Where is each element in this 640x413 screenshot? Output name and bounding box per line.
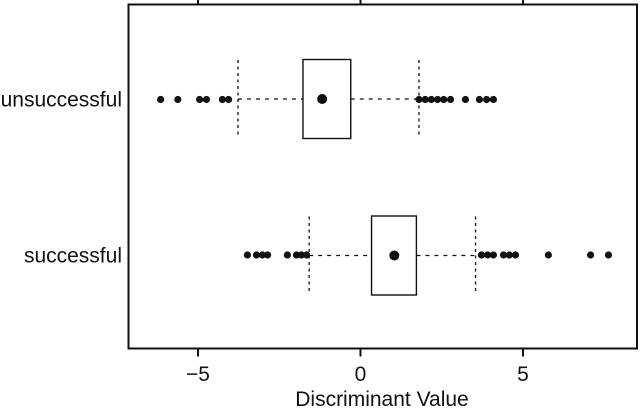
x-axis-bottom-ticks [197,348,524,357]
outlier-dot-successful [283,251,291,259]
outlier-dot-unsuccessful [196,95,204,104]
outlier-dot-unsuccessful [421,95,429,104]
outlier-dot-unsuccessful [461,95,470,104]
outlier-dot-unsuccessful [475,95,484,104]
outlier-dot-successful [587,251,595,259]
outlier-dot-successful [511,251,520,259]
outlier-dot-successful [489,251,498,259]
outlier-dot-successful [505,251,513,259]
outlier-dot-unsuccessful [174,95,182,104]
outlier-dot-unsuccessful [224,95,233,104]
outlier-dot-unsuccessful [433,95,442,104]
plot-border [127,3,638,350]
outlier-dot-successful [477,251,485,259]
x-tick-label-0: 0 [355,363,367,386]
outlier-dot-successful [604,251,613,259]
outlier-dot-successful [297,251,305,259]
outlier-dot-successful [243,251,251,259]
outlier-dot-unsuccessful [415,95,423,104]
outlier-dot-unsuccessful [446,95,455,104]
outlier-dot-successful [252,251,261,259]
outlier-dot-successful [302,251,311,259]
outlier-dot-successful [258,251,266,259]
x-tick-label-5: 5 [517,363,529,386]
x-axis-title: Discriminant Value [295,388,469,411]
outlier-dot-unsuccessful [483,95,491,104]
outlier-dot-unsuccessful [440,95,448,104]
x-tick-label-minus5: −5 [186,363,210,386]
outlier-dot-successful [263,251,272,259]
outlier-dot-unsuccessful [218,95,226,104]
outlier-dot-unsuccessful [489,95,498,104]
boxplot-glyphs [157,58,613,296]
x-axis-top-ticks [197,0,524,5]
category-label-successful: successful [24,245,122,268]
outlier-dot-unsuccessful [157,95,165,104]
outlier-dot-successful [483,251,492,259]
median-dot-successful [389,250,400,261]
median-dot-unsuccessful [317,94,328,104]
outlier-dot-unsuccessful [427,95,435,104]
outlier-dot-unsuccessful [202,95,211,104]
outlier-dot-successful [499,251,508,259]
category-label-unsuccessful: unsuccessful [1,89,122,112]
outlier-dot-successful [544,251,552,259]
